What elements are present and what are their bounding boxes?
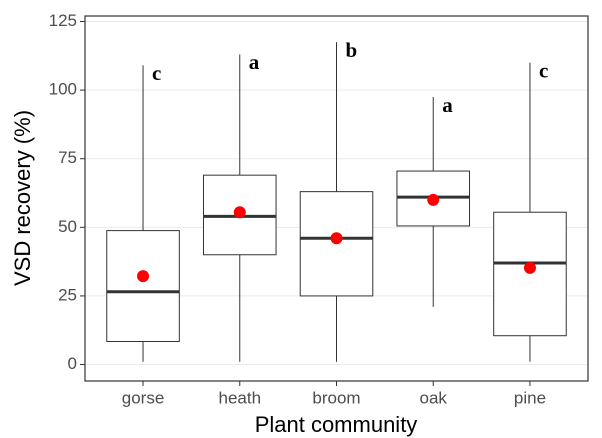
mean-point [523, 261, 536, 274]
significance-letter: a [249, 50, 260, 74]
box [106, 230, 180, 342]
x-tick-label: broom [312, 388, 360, 407]
y-axis-title: VSD recovery (%) [10, 110, 35, 286]
x-axis-title: Plant community [255, 412, 418, 437]
mean-point [137, 270, 150, 283]
box [493, 211, 567, 337]
y-tick-label: 100 [49, 80, 77, 99]
x-tick-label: gorse [122, 388, 165, 407]
x-tick-label: pine [514, 388, 546, 407]
panel-border [84, 15, 589, 382]
significance-letter: a [442, 93, 453, 117]
y-tick-label: 50 [58, 217, 77, 236]
mean-point [233, 206, 246, 219]
mean-point [427, 193, 440, 206]
significance-letter: c [152, 61, 161, 85]
x-tick-label: heath [218, 388, 261, 407]
y-tick-label: 125 [49, 11, 77, 30]
mean-point [330, 232, 343, 245]
y-tick-label: 75 [58, 148, 77, 167]
significance-letter: c [539, 58, 548, 82]
significance-letter: b [346, 38, 358, 62]
y-tick-label: 0 [68, 354, 77, 373]
x-tick-label: oak [420, 388, 448, 407]
y-tick-label: 25 [58, 285, 77, 304]
